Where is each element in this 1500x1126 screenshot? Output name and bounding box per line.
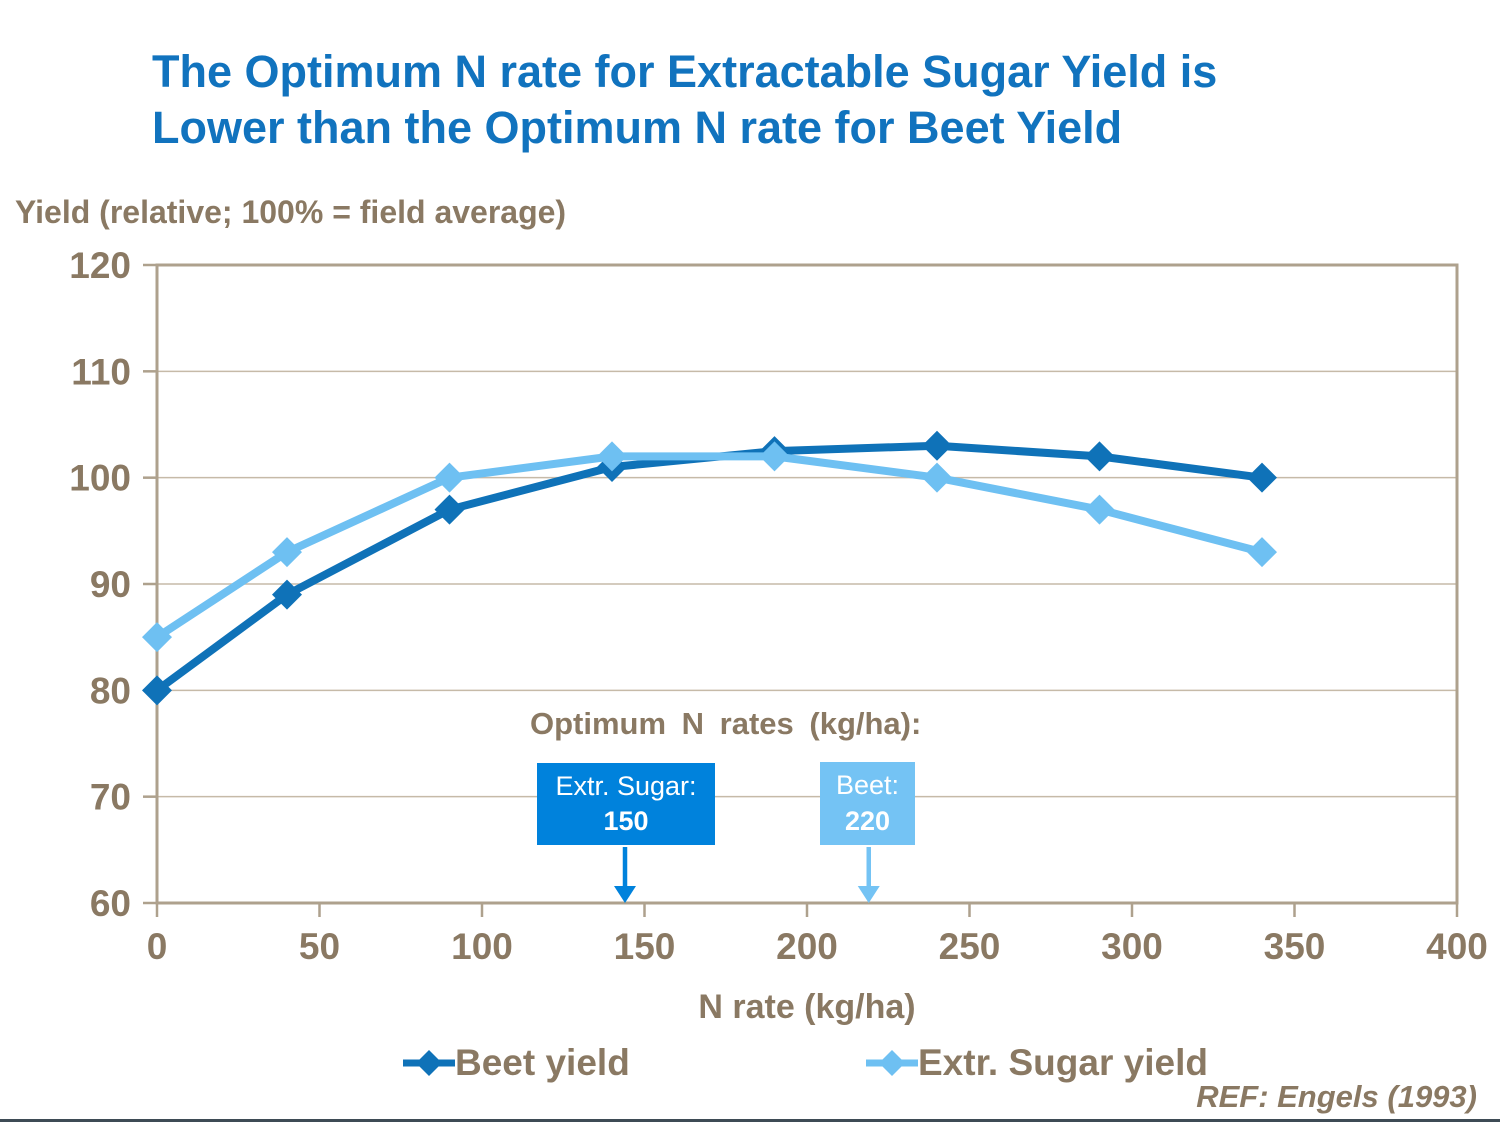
data-point-marker [434,494,465,525]
plot-border [155,263,1459,905]
x-tick-label: 200 [776,926,838,967]
data-point-marker [759,441,790,472]
beet-series-marker-icon [403,1050,455,1076]
chart-title-line2: Lower than the Optimum N rate for Beet Y… [152,101,1123,153]
footer-bar [0,1119,1500,1122]
y-tick-label: 60 [90,883,131,924]
data-point-marker [1084,441,1115,472]
data-point-marker [597,441,627,472]
arrow-head-icon [857,886,880,903]
data-point-marker [922,430,952,461]
x-axis-title: N rate (kg/ha) [698,988,916,1026]
data-point-marker [922,462,952,493]
data-point-marker [1247,537,1277,568]
y-tick-labels: 60 70 80 90 100 110 120 [69,245,131,924]
x-tick-label: 400 [1426,926,1488,967]
chart-title: The Optimum N rate for Extractable Sugar… [152,44,1217,156]
data-point-marker [1084,494,1115,525]
series-line [154,452,1264,641]
data-point-marker [142,675,172,706]
x-tick-label: 250 [939,926,1001,967]
legend-item-extr-sugar-yield: Extr. Sugar yield [866,1042,1208,1084]
x-tick-label: 300 [1101,926,1163,967]
annotation-box-beet: Beet: 220 [820,762,915,845]
x-tick-label: 50 [299,926,340,967]
chart-title-line1: The Optimum N rate for Extractable Sugar… [152,46,1218,97]
data-point-marker [272,579,302,610]
annotation-box-extr-sugar: Extr. Sugar: 150 [537,763,715,845]
legend-label-extr-sugar-yield: Extr. Sugar yield [918,1042,1208,1083]
x-tick-label: 0 [147,926,168,967]
y-tick-label: 110 [71,351,131,392]
y-tick-label: 100 [69,458,131,499]
data-point-marker [434,462,465,493]
annotation-box-beet-label: Beet: [835,770,900,801]
legend-item-beet-yield: Beet yield [403,1042,630,1084]
annotation-heading: Optimum N rates (kg/ha): [530,706,922,741]
data-point-marker [142,622,172,653]
series-extr-sugar-yield [142,441,1277,653]
y-tick-label: 90 [90,564,131,605]
data-point-marker [1247,462,1277,493]
data-point-marker [272,537,302,568]
x-tick-label: 100 [451,926,513,967]
x-tick-label: 150 [614,926,676,967]
arrow-head-icon [614,886,636,903]
reference-citation: REF: Engels (1993) [1196,1079,1477,1114]
optimum-arrows [614,847,880,903]
series-line [154,441,1263,694]
axis-ticks [143,263,1459,917]
annotation-box-extr-sugar-value: 150 [603,806,649,836]
annotation-box-extr-sugar-label: Extr. Sugar: [555,770,697,801]
y-tick-label: 70 [90,777,131,818]
y-tick-label: 80 [90,670,131,711]
y-axis-title: Yield (relative; 100% = field average) [15,194,567,230]
series-beet-yield [142,430,1277,706]
legend-label-beet-yield: Beet yield [455,1042,630,1083]
x-tick-labels: 0 50 100 150 200 250 300 350 400 [147,926,1488,967]
x-tick-label: 350 [1264,926,1326,967]
annotation-box-beet-value: 220 [844,805,891,836]
y-tick-label: 120 [69,245,131,286]
sugar-series-marker-icon [866,1050,918,1076]
